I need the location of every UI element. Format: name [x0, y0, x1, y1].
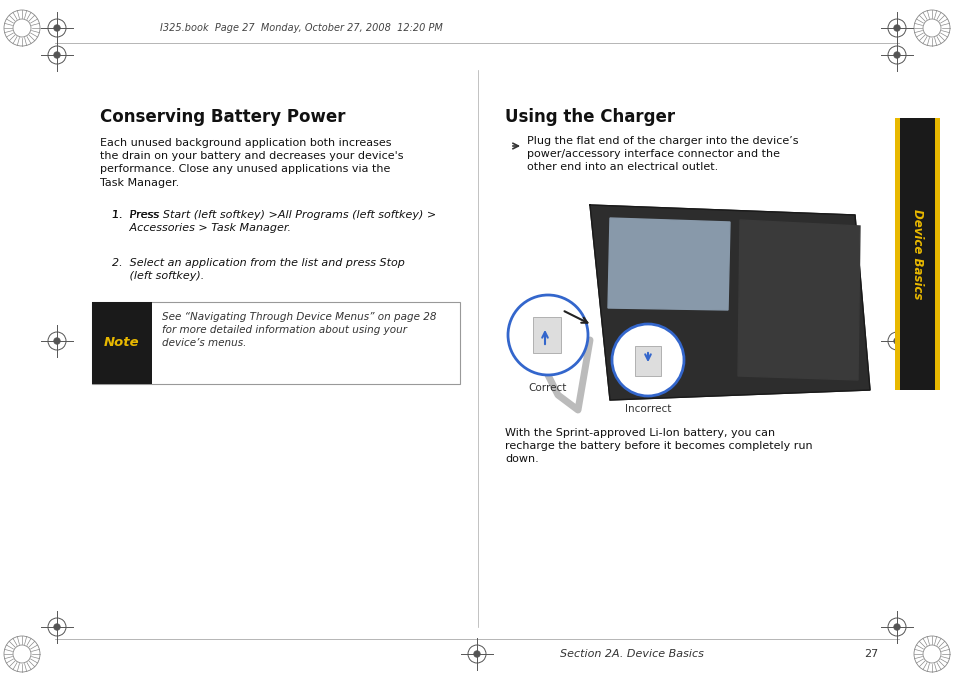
Text: 2.  Select an application from the list and press Stop
     (left softkey).: 2. Select an application from the list a…: [112, 258, 404, 281]
Text: Incorrect: Incorrect: [624, 404, 671, 414]
Bar: [894, 118, 899, 390]
Bar: [894, 118, 939, 390]
Bar: [635, 346, 660, 376]
Text: Each unused background application both increases
the drain on your battery and : Each unused background application both …: [100, 138, 403, 188]
Text: Correct: Correct: [528, 383, 567, 393]
Bar: [934, 118, 939, 390]
Bar: [533, 317, 560, 353]
Circle shape: [53, 624, 60, 630]
Circle shape: [612, 324, 683, 396]
Text: Using the Charger: Using the Charger: [504, 108, 675, 126]
Text: Plug the flat end of the charger into the device’s
power/accessory interface con: Plug the flat end of the charger into th…: [526, 136, 798, 173]
Text: Section 2A. Device Basics: Section 2A. Device Basics: [559, 649, 703, 659]
Circle shape: [893, 338, 900, 344]
Circle shape: [53, 52, 60, 58]
Circle shape: [507, 295, 587, 375]
Text: 1.  Press Start (left softkey) >All Programs (left softkey) >
     Accessories >: 1. Press Start (left softkey) >All Progr…: [112, 210, 436, 233]
Text: I325.book  Page 27  Monday, October 27, 2008  12:20 PM: I325.book Page 27 Monday, October 27, 20…: [160, 23, 442, 33]
Circle shape: [893, 52, 900, 58]
Text: With the Sprint-approved Li-Ion battery, you can
recharge the battery before it : With the Sprint-approved Li-Ion battery,…: [504, 428, 812, 464]
Circle shape: [893, 624, 900, 630]
Circle shape: [893, 25, 900, 31]
Text: Device Basics: Device Basics: [910, 209, 923, 299]
Text: See “Navigating Through Device Menus” on page 28
for more detailed information a: See “Navigating Through Device Menus” on…: [162, 312, 436, 349]
Circle shape: [53, 338, 60, 344]
Bar: [91, 302, 152, 384]
Text: Note: Note: [104, 336, 140, 349]
Text: Conserving Battery Power: Conserving Battery Power: [100, 108, 345, 126]
Polygon shape: [738, 220, 859, 380]
Polygon shape: [607, 218, 729, 310]
Polygon shape: [589, 205, 869, 400]
Circle shape: [474, 651, 479, 657]
Text: 1.  Press: 1. Press: [112, 210, 162, 220]
Circle shape: [53, 25, 60, 31]
Text: 27: 27: [863, 649, 878, 659]
Bar: [91, 302, 459, 384]
